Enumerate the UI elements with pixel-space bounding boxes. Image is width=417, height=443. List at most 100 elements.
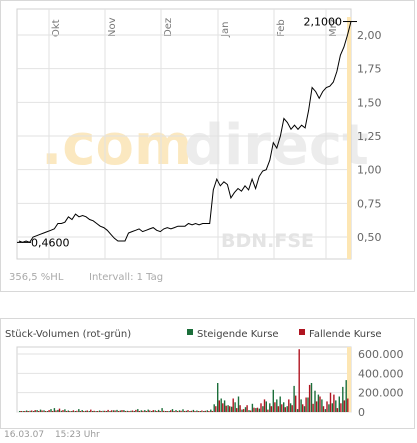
volume-bar-down — [229, 406, 231, 412]
x-tick-label: Okt — [51, 19, 62, 37]
x-tick-label: Feb — [276, 19, 287, 37]
volume-bar-down — [31, 410, 33, 412]
volume-bar-up — [324, 409, 327, 412]
watermark-logo-dark: direct — [184, 113, 369, 178]
volume-bar-down — [65, 411, 68, 412]
volume-bar-down — [326, 401, 328, 412]
volume-bar-down — [72, 410, 75, 412]
volume-bar-up — [98, 410, 101, 412]
volume-bar-down — [260, 403, 262, 412]
volume-bar-down — [281, 404, 283, 412]
volume-bar-up — [269, 403, 271, 412]
volume-bar-down — [100, 411, 102, 412]
volume-bar-down — [93, 410, 95, 412]
volume-bar-down — [347, 398, 349, 412]
volume-bar-up — [296, 409, 299, 412]
volume-bar-down — [138, 411, 141, 412]
volume-bar-up — [342, 386, 344, 412]
volume-bar-down — [180, 410, 182, 412]
volume-bar-up — [88, 411, 90, 412]
volume-bar-up — [258, 408, 261, 412]
volume-bar-down — [62, 410, 64, 412]
volume-bar-down — [239, 405, 241, 412]
volume-bar-up — [251, 403, 254, 412]
volume-bar-down — [51, 411, 54, 412]
volume-bar-up — [276, 399, 278, 412]
volume-bar-up — [57, 409, 59, 412]
y-tick-label: 0,50 — [357, 231, 382, 244]
volume-bar-up — [112, 410, 115, 412]
volume-bar-up — [147, 409, 149, 412]
volume-bar-down — [69, 411, 71, 412]
volume-bar-up — [321, 399, 323, 412]
volume-bar-up — [74, 411, 76, 412]
price-line — [18, 21, 352, 244]
volume-bar-down — [104, 410, 106, 412]
volume-bar-down — [284, 407, 286, 412]
volume-bar-down — [48, 410, 50, 412]
volume-bar-down — [166, 411, 168, 412]
volume-bar-down — [211, 411, 214, 412]
volume-bar-up — [78, 409, 80, 412]
volume-bar-down — [329, 392, 332, 412]
volume-bar-down — [124, 411, 127, 412]
volume-bar-up — [168, 411, 170, 412]
volume-bar-up — [192, 409, 195, 412]
volume-bar-up — [265, 401, 267, 412]
volume-bar-up — [237, 396, 240, 412]
volume-bar-down — [34, 410, 36, 412]
x-tick-label: Jan — [220, 22, 231, 38]
volume-bar-up — [161, 408, 163, 412]
volume-tick-label: 600.000 — [358, 348, 404, 361]
volume-bar-up — [230, 406, 233, 412]
x-tick-label: Dez — [163, 18, 174, 37]
volume-bar-up — [227, 405, 229, 412]
volume-bar-down — [107, 409, 109, 412]
y-tick-label: 0,75 — [357, 197, 382, 210]
volume-bar-down — [76, 410, 78, 412]
volume-bar-up — [272, 389, 274, 412]
volume-bar-up — [283, 402, 285, 412]
volume-bar-up — [164, 411, 167, 412]
volume-bar-up — [46, 411, 49, 412]
volume-bar-up — [175, 410, 177, 412]
volume-bar-up — [137, 409, 139, 412]
volume-bar-down — [142, 410, 144, 412]
y-tick-label: 1,75 — [357, 63, 382, 76]
volume-bar-down — [27, 411, 29, 412]
volume-bar-down — [263, 399, 266, 412]
volume-bar-down — [79, 411, 82, 412]
volume-bar-down — [97, 411, 99, 412]
y-tick-label: 1,50 — [357, 96, 382, 109]
volume-bar-down — [145, 411, 148, 412]
volume-bar-down — [204, 410, 207, 412]
volume-bar-up — [289, 403, 292, 412]
volume-bar-up — [119, 410, 122, 412]
volume-bar-up — [293, 385, 295, 412]
volume-bar-down — [295, 395, 297, 412]
volume-chart-panel: Stück-Volumen (rot-grün) Steigende Kurse F… — [0, 318, 415, 429]
legend-up-swatch — [187, 329, 193, 335]
volume-bar-down — [333, 394, 335, 412]
volume-bar-up — [123, 410, 125, 412]
volume-bar-down — [340, 403, 342, 412]
volume-bar-down — [83, 411, 85, 412]
volume-bar-down — [173, 411, 175, 412]
volume-bar-up — [314, 390, 316, 412]
volume-bar-down — [312, 403, 314, 412]
volume-bar-down — [149, 410, 151, 412]
volume-tick-label: 400.000 — [358, 367, 404, 380]
current-period-marker — [347, 17, 351, 259]
volume-bar-up — [210, 409, 212, 412]
volume-bar-up — [331, 403, 333, 412]
volume-bar-down — [194, 411, 196, 412]
volume-bar-up — [213, 404, 215, 412]
volume-bar-up — [178, 410, 181, 412]
volume-bar-up — [157, 409, 160, 412]
volume-bar-down — [90, 409, 92, 412]
volume-bar-down — [152, 410, 154, 412]
watermark-symbol: BDN.FSE — [221, 230, 314, 252]
volume-bar-up — [22, 411, 24, 412]
volume-bar-up — [126, 410, 129, 412]
